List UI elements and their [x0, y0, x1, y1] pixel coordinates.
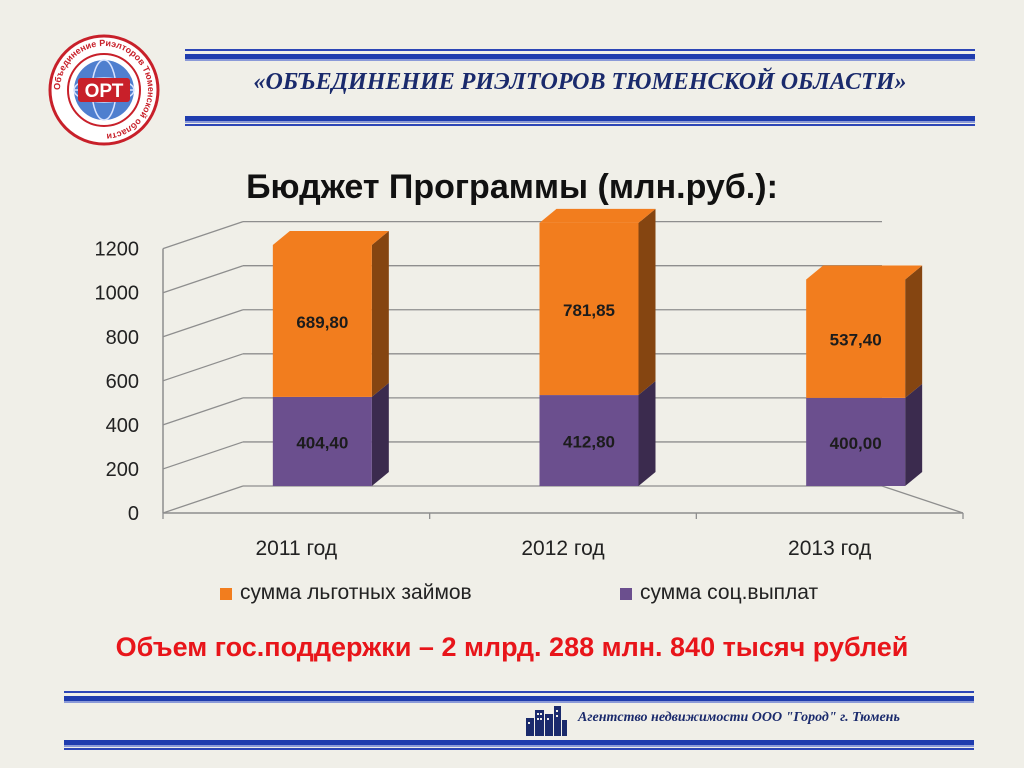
- gridline-side: [162, 221, 244, 250]
- gridline-side: [162, 441, 244, 470]
- y-tick-label: 0: [128, 503, 139, 525]
- legend-swatch-loans: [220, 588, 232, 600]
- bar-side: [371, 230, 389, 397]
- gridline-side: [162, 265, 244, 294]
- bar-top: [806, 265, 923, 280]
- data-label: 412,80: [563, 433, 615, 452]
- floor-edge: [881, 485, 964, 514]
- legend-label-social: сумма соц.выплат: [640, 581, 819, 604]
- organization-logo: Объединение Риэлторов Тюменской области …: [48, 34, 160, 146]
- legend-label-loans: сумма льготных займов: [240, 581, 472, 604]
- header-title: «ОБЪЕДИНЕНИЕ РИЭЛТОРОВ ТЮМЕНСКОЙ ОБЛАСТИ…: [253, 69, 907, 95]
- bar-top: [539, 208, 656, 223]
- bar-segment: [272, 396, 372, 486]
- footer-rule-top-thin: [64, 691, 974, 693]
- bar-side: [905, 265, 923, 398]
- bar-side: [638, 381, 656, 486]
- data-label: 537,40: [830, 331, 882, 350]
- x-tick-label: 2012 год: [521, 537, 604, 560]
- y-tick-label: 1200: [95, 239, 140, 261]
- header-rule-top: [185, 54, 975, 59]
- y-tick-label: 600: [106, 371, 139, 393]
- support-summary: Объем гос.поддержки – 2 млрд. 288 млн. 8…: [115, 632, 909, 662]
- x-tick-label: 2011 год: [255, 537, 337, 560]
- gridline-side: [162, 353, 244, 382]
- data-label: 404,40: [296, 433, 348, 452]
- data-label: 400,00: [830, 434, 882, 453]
- header-rule-bottom: [185, 116, 975, 121]
- bar-segment: [539, 395, 639, 486]
- logo-emblem-text: ОРТ: [85, 81, 124, 102]
- bar-segment: [806, 279, 906, 398]
- chart-title: Бюджет Программы (млн.руб.):: [246, 168, 778, 206]
- bar-top: [272, 230, 389, 245]
- data-label: 689,80: [296, 313, 348, 332]
- legend-swatch-social: [620, 588, 632, 600]
- gridline-side: [162, 309, 244, 338]
- footer-rule-bottom: [64, 740, 974, 745]
- header-rule-top-thin: [185, 49, 975, 51]
- data-label: 781,85: [563, 301, 615, 320]
- city-buildings-icon: [526, 706, 567, 736]
- y-tick-label: 200: [106, 459, 139, 481]
- footer-rule-bottom-thin: [64, 748, 974, 750]
- x-tick-label: 2013 год: [788, 537, 871, 560]
- gridline-side: [162, 397, 244, 426]
- bar-side: [905, 383, 923, 486]
- y-tick-label: 400: [106, 415, 139, 437]
- footer-agency-text: Агентство недвижимости ООО "Город" г. Тю…: [578, 710, 900, 725]
- bar-side: [371, 382, 389, 486]
- y-tick-label: 1000: [95, 283, 140, 305]
- bar-side: [638, 208, 656, 396]
- y-tick-label: 800: [106, 327, 139, 349]
- header-rule-bottom-thin: [185, 124, 975, 126]
- bar-segment: [539, 222, 639, 396]
- footer-rule-top: [64, 696, 974, 701]
- gridline-side: [162, 485, 244, 514]
- bar-segment: [272, 244, 372, 397]
- bar-segment: [806, 397, 906, 486]
